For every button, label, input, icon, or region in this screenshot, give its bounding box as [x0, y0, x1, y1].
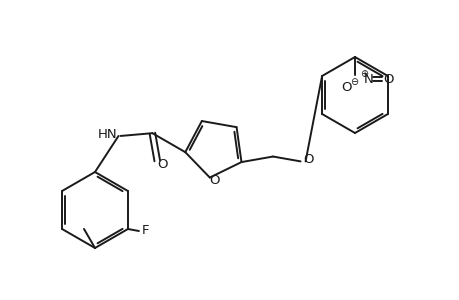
Text: O: O: [209, 174, 219, 187]
Text: O: O: [303, 153, 313, 166]
Text: O: O: [341, 80, 352, 94]
Text: ⊖: ⊖: [349, 77, 357, 87]
Text: HN: HN: [98, 128, 117, 142]
Text: N: N: [364, 73, 373, 85]
Text: O: O: [383, 73, 393, 85]
Text: ⊕: ⊕: [359, 69, 367, 79]
Text: O: O: [157, 158, 167, 171]
Text: F: F: [142, 224, 149, 238]
